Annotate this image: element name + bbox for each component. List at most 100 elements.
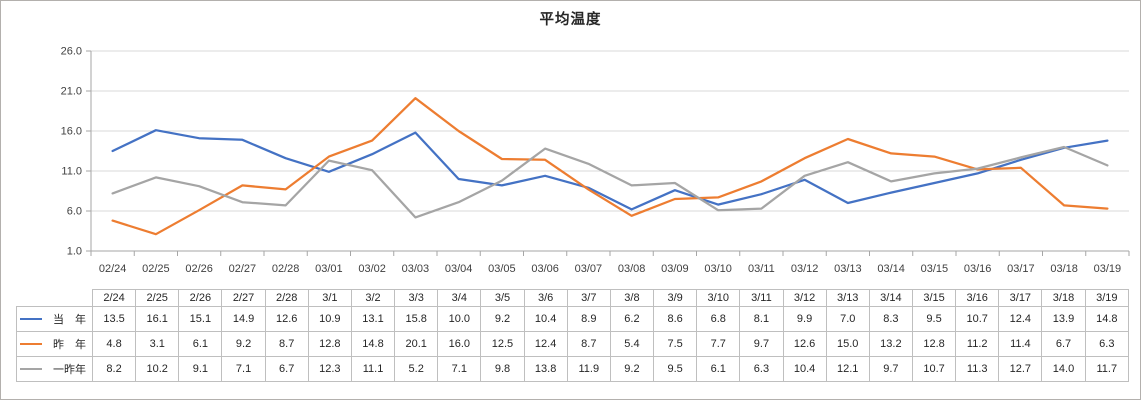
value-cell: 6.8: [696, 306, 741, 332]
x-axis-label: 03/05: [488, 263, 516, 275]
x-axis-label: 03/04: [445, 263, 473, 275]
value-cell: 16.1: [135, 306, 180, 332]
value-cell: 11.2: [955, 331, 1000, 357]
date-header-cell: 3/5: [480, 289, 525, 307]
value-cell: 3.1: [135, 331, 180, 357]
value-cell: 7.1: [221, 356, 266, 382]
x-axis-label: 03/09: [661, 263, 689, 275]
value-cell: 9.2: [480, 306, 525, 332]
value-cell: 20.1: [394, 331, 439, 357]
table-series-row-1: 昨 年 4.8 3.1 6.1 9.2 8.7 12.8 14.8 20.1 16.0 12.5 12…: [16, 331, 1130, 357]
date-header-cell: 3/19: [1084, 289, 1130, 307]
value-cell: 12.7: [998, 356, 1043, 382]
date-header-cell: 3/4: [437, 289, 482, 307]
value-cell: 9.2: [221, 331, 266, 357]
date-header-cell: 3/18: [1041, 289, 1086, 307]
value-cell: 12.4: [998, 306, 1043, 332]
value-cell: 9.1: [178, 356, 223, 382]
value-cell: 10.9: [307, 306, 352, 332]
x-axis-label: 02/26: [185, 263, 213, 275]
value-cell: 12.5: [480, 331, 525, 357]
x-axis-label: 03/15: [921, 263, 949, 275]
value-cell: 5.4: [609, 331, 655, 357]
value-cell: 13.2: [868, 331, 913, 357]
value-cell: 10.7: [911, 356, 957, 382]
value-cell: 14.9: [221, 306, 266, 332]
value-cell: 11.1: [350, 356, 396, 382]
x-axis-label: 03/06: [531, 263, 559, 275]
value-cell: 8.9: [566, 306, 611, 332]
x-axis-label: 02/27: [229, 263, 257, 275]
legend-label: 当 年: [53, 314, 86, 326]
legend-line-icon: [20, 318, 42, 320]
value-cell: 8.7: [566, 331, 611, 357]
series-line-1: [111, 97, 1109, 236]
x-axis-label: 03/12: [791, 263, 819, 275]
date-header-cell: 3/14: [868, 289, 913, 307]
table-series-row-0: 当 年 13.5 16.1 15.1 14.9 12.6 10.9 13.1 15.8 10.0 9…: [16, 306, 1130, 332]
value-cell: 5.2: [394, 356, 439, 382]
value-cell: 14.8: [350, 331, 396, 357]
value-cell: 9.8: [480, 356, 525, 382]
x-axis-label: 03/01: [315, 263, 343, 275]
date-header-cell: 3/7: [566, 289, 611, 307]
y-axis-label: 1.0: [67, 246, 82, 258]
value-cell: 13.5: [91, 306, 137, 332]
series-line-2: [111, 145, 1109, 219]
value-cell: 12.1: [825, 356, 870, 382]
value-cell: 12.3: [307, 356, 352, 382]
date-header-cell: 2/26: [178, 289, 223, 307]
value-cell: 11.7: [1084, 356, 1130, 382]
legend-label: 一昨年: [53, 364, 86, 376]
value-cell: 6.3: [739, 356, 784, 382]
x-axis-label: 03/03: [402, 263, 430, 275]
value-cell: 8.3: [868, 306, 913, 332]
value-cell: 4.8: [91, 331, 137, 357]
legend-line-icon: [20, 343, 42, 345]
chart-data-table: 2/24 2/25 2/26 2/27 2/28 3/1 3/2 3/3 3/4 3/5 3/6 3/…: [16, 289, 1130, 382]
value-cell: 16.0: [437, 331, 482, 357]
value-cell: 11.9: [566, 356, 611, 382]
value-cell: 14.8: [1084, 306, 1130, 332]
value-cell: 10.0: [437, 306, 482, 332]
value-cell: 10.2: [135, 356, 180, 382]
value-cell: 6.7: [1041, 331, 1086, 357]
value-cell: 13.8: [523, 356, 568, 382]
date-header-cell: 3/10: [696, 289, 741, 307]
x-axis-label: 03/16: [964, 263, 992, 275]
date-header-cell: 3/9: [653, 289, 698, 307]
value-cell: 7.7: [696, 331, 741, 357]
y-axis-label: 21.0: [61, 86, 82, 98]
value-cell: 9.5: [653, 356, 698, 382]
y-axis-label: 11.0: [61, 166, 82, 178]
date-header-cell: 2/27: [221, 289, 266, 307]
x-axis-label: 02/24: [99, 263, 127, 275]
x-axis-label: 03/14: [877, 263, 905, 275]
x-axis-label: 02/28: [272, 263, 300, 275]
x-axis-label: 03/18: [1050, 263, 1078, 275]
table-corner-cell: [16, 289, 93, 307]
value-cell: 12.8: [307, 331, 352, 357]
date-header-cell: 2/24: [91, 289, 137, 307]
value-cell: 13.1: [350, 306, 396, 332]
date-header-cell: 3/8: [609, 289, 655, 307]
value-cell: 9.5: [911, 306, 957, 332]
value-cell: 12.4: [523, 331, 568, 357]
x-axis-label: 03/11: [748, 263, 775, 275]
x-axis-label: 03/07: [575, 263, 603, 275]
value-cell: 9.7: [868, 356, 913, 382]
x-axis-label: 03/17: [1007, 263, 1035, 275]
x-axis-label: 03/19: [1094, 263, 1122, 275]
table-header-row: 2/24 2/25 2/26 2/27 2/28 3/1 3/2 3/3 3/4 3/5 3/6 3/…: [16, 289, 1130, 307]
value-cell: 6.7: [264, 356, 309, 382]
value-cell: 7.0: [825, 306, 870, 332]
value-cell: 6.3: [1084, 331, 1130, 357]
series-line-0: [111, 129, 1109, 211]
date-header-cell: 3/3: [394, 289, 439, 307]
legend-cell: 昨 年: [16, 331, 93, 357]
x-axis-label: 03/02: [358, 263, 386, 275]
value-cell: 14.0: [1041, 356, 1086, 382]
value-cell: 13.9: [1041, 306, 1086, 332]
value-cell: 8.6: [653, 306, 698, 332]
